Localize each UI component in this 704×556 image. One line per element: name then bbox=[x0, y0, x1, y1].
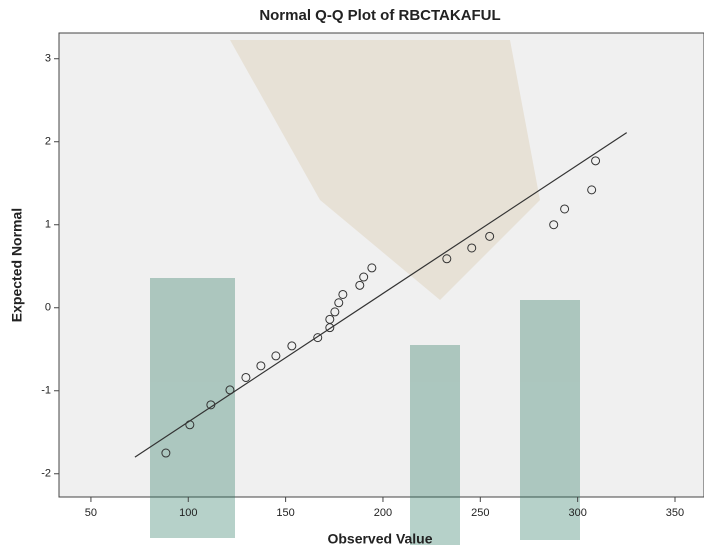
data-point bbox=[334, 298, 344, 308]
y-tick-label: -1 bbox=[41, 385, 51, 397]
data-point bbox=[359, 272, 369, 282]
x-tick-label: 250 bbox=[471, 507, 489, 519]
data-point bbox=[161, 448, 171, 458]
data-point bbox=[206, 400, 216, 410]
data-point bbox=[330, 307, 340, 317]
data-point bbox=[442, 254, 452, 264]
data-point bbox=[271, 351, 281, 361]
plot-area bbox=[58, 32, 704, 498]
watermark-shape bbox=[230, 40, 540, 300]
y-tick-label: 0 bbox=[45, 302, 51, 314]
data-point bbox=[313, 333, 323, 343]
data-point bbox=[591, 156, 601, 166]
x-tick-label: 50 bbox=[85, 507, 97, 519]
data-point bbox=[185, 420, 195, 430]
y-tick-label: 2 bbox=[45, 136, 51, 148]
y-axis-label: Expected Normal bbox=[9, 208, 25, 322]
watermark bbox=[150, 40, 580, 545]
chart-title: Normal Q-Q Plot of RBCTAKAFUL bbox=[259, 7, 500, 24]
x-tick-label: 200 bbox=[374, 507, 392, 519]
data-point bbox=[560, 204, 570, 214]
reference-line bbox=[134, 132, 628, 458]
watermark-shape bbox=[150, 278, 235, 538]
data-point bbox=[325, 314, 335, 324]
y-tick-label: -2 bbox=[41, 468, 51, 480]
y-tick-label: 1 bbox=[45, 219, 51, 231]
data-point bbox=[355, 280, 365, 290]
data-point bbox=[485, 231, 495, 241]
data-point bbox=[256, 361, 266, 371]
watermark-shape bbox=[410, 345, 460, 545]
data-point bbox=[587, 185, 597, 195]
data-point bbox=[338, 289, 348, 299]
x-axis-label: Observed Value bbox=[327, 531, 432, 547]
data-point bbox=[549, 220, 559, 230]
x-tick-label: 100 bbox=[179, 507, 197, 519]
x-tick-label: 350 bbox=[666, 507, 684, 519]
x-tick-label: 300 bbox=[568, 507, 586, 519]
watermark-shape bbox=[520, 300, 580, 540]
x-tick-label: 150 bbox=[276, 507, 294, 519]
data-point bbox=[287, 341, 297, 351]
data-point bbox=[367, 263, 377, 273]
data-point bbox=[241, 372, 251, 382]
data-point bbox=[467, 243, 477, 253]
data-point bbox=[225, 385, 235, 395]
y-tick-label: 3 bbox=[45, 53, 51, 65]
